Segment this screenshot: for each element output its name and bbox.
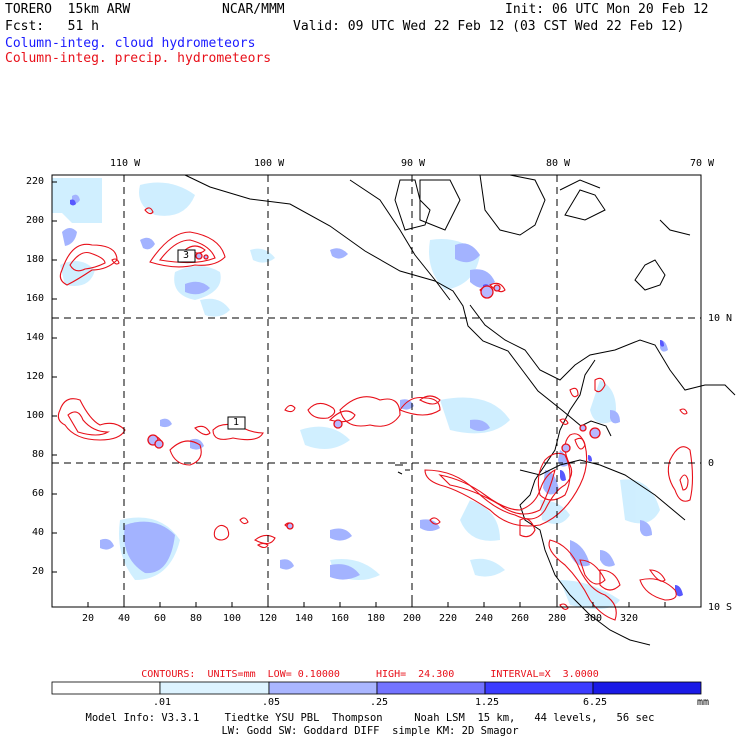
x-tick: 200 — [403, 613, 422, 624]
colorbar-unit: mm — [697, 697, 710, 708]
x-tick: 140 — [295, 613, 314, 624]
contours-info: CONTOURS: UNITS=mm LOW= 0.10000 HIGH= 24… — [141, 669, 599, 680]
y-tick: 20 — [32, 566, 45, 577]
x-tick: 160 — [331, 613, 350, 624]
coastline — [184, 174, 736, 646]
lon-label-70w: 70 W — [690, 158, 715, 169]
colorbar-label: 6.25 — [583, 697, 608, 708]
lon-label-100w: 100 W — [254, 158, 285, 169]
x-tick: 320 — [620, 613, 639, 624]
lon-label-80w: 80 W — [546, 158, 571, 169]
cloud-shading-medium — [62, 194, 668, 580]
station-box-1 — [227, 416, 246, 430]
model-title: TORERO 15km ARW — [5, 2, 131, 17]
colorbar-seg-3 — [376, 681, 486, 695]
x-tick: 20 — [82, 613, 95, 624]
valid-time: Valid: 09 UTC Wed 22 Feb 12 (03 CST Wed … — [293, 19, 685, 34]
x-tick: 300 — [584, 613, 603, 624]
y-tick: 100 — [26, 410, 45, 421]
lat-label-10n: 10 N — [708, 313, 733, 324]
x-tick: 120 — [259, 613, 278, 624]
x-tick: 280 — [548, 613, 567, 624]
model-info-line1: Model Info: V3.3.1 Tiedtke YSU PBL Thomp… — [85, 712, 655, 724]
legend-precip-label: Column-integ. precip. hydrometeors — [5, 51, 272, 66]
organization: NCAR/MMM — [222, 2, 285, 17]
box-label-3: 3 — [183, 250, 190, 261]
lat-label-10s: 10 S — [708, 602, 733, 613]
y-tick: 80 — [32, 449, 45, 460]
model-info-line2: LW: Godd SW: Goddard DIFF simple KM: 2D … — [221, 725, 519, 737]
x-tick: 40 — [118, 613, 131, 624]
x-tick: 180 — [367, 613, 386, 624]
colorbar-seg-1 — [159, 681, 270, 695]
y-tick: 120 — [26, 371, 45, 382]
x-tick: 240 — [475, 613, 494, 624]
colorbar-label: .05 — [262, 697, 281, 708]
colorbar-seg-4 — [484, 681, 594, 695]
colorbar-label: .01 — [153, 697, 172, 708]
grid-lines — [52, 175, 701, 607]
y-tick: 140 — [26, 332, 45, 343]
y-tick: 220 — [26, 176, 45, 187]
x-tick: 220 — [439, 613, 458, 624]
y-tick: 200 — [26, 215, 45, 226]
colorbar-label: .25 — [370, 697, 389, 708]
x-tick: 260 — [511, 613, 530, 624]
colorbar — [51, 681, 702, 695]
colorbar-seg-2 — [268, 681, 378, 695]
y-tick: 60 — [32, 488, 45, 499]
box-label-1: 1 — [233, 417, 240, 428]
forecast-hour: Fcst: 51 h — [5, 19, 99, 34]
lon-label-110w: 110 W — [110, 158, 141, 169]
init-time: Init: 06 UTC Mon 20 Feb 12 — [505, 2, 709, 17]
precip-cores — [147, 252, 601, 530]
axis-ticks — [52, 181, 666, 607]
x-tick: 80 — [190, 613, 203, 624]
y-tick: 160 — [26, 293, 45, 304]
lat-label-0: 0 — [708, 458, 715, 469]
y-tick: 40 — [32, 527, 45, 538]
precip-contours — [57, 207, 694, 621]
colorbar-seg-5 — [592, 681, 702, 695]
legend-cloud-label: Column-integ. cloud hydrometeors — [5, 36, 256, 51]
station-box-3 — [177, 249, 196, 263]
lon-label-90w: 90 W — [401, 158, 426, 169]
colorbar-label: 1.25 — [475, 697, 500, 708]
colorbar-seg-0 — [51, 681, 161, 695]
y-tick: 180 — [26, 254, 45, 265]
x-tick: 60 — [154, 613, 167, 624]
x-tick: 100 — [223, 613, 242, 624]
